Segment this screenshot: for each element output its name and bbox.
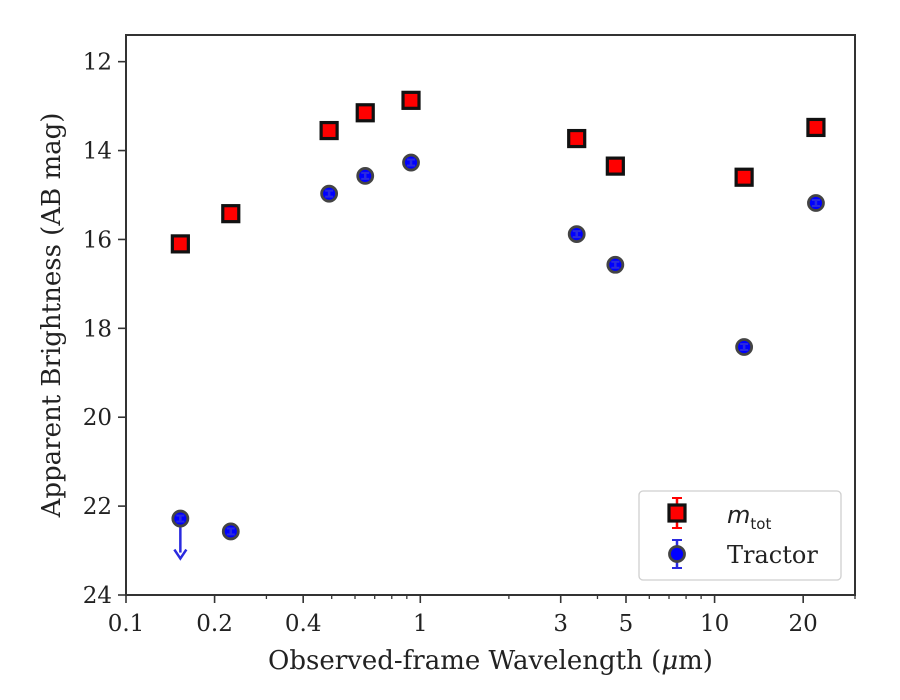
x-tick-label: 0.1 <box>108 611 145 637</box>
legend-box <box>638 490 842 581</box>
major-ticks <box>118 60 804 603</box>
upper-limit-arrow-head <box>173 548 188 561</box>
y-tick-label: 18 <box>83 316 112 342</box>
mtot-point <box>170 234 190 254</box>
x-tick-label: 1 <box>413 611 428 637</box>
mtot-point <box>319 120 339 141</box>
mtot-point <box>806 117 826 138</box>
mtot-point <box>355 103 375 123</box>
y-tick-label: 22 <box>83 494 112 520</box>
tractor-point <box>606 255 625 274</box>
legend-tractor-marker <box>668 539 686 569</box>
legend-mtot-marker <box>667 497 687 529</box>
mtot-point <box>605 156 625 176</box>
mtot-point <box>221 204 241 224</box>
mtot-point <box>734 167 754 187</box>
tractor-point <box>171 509 190 561</box>
x-tick-label: 20 <box>789 611 818 637</box>
tractor-point <box>356 166 375 185</box>
legend-tractor-label: Tractor <box>727 541 818 569</box>
plot-frame <box>125 34 856 596</box>
y-tick-label: 12 <box>83 50 112 76</box>
legend-mtot-label: mtot <box>727 501 771 533</box>
x-tick-label: 0.2 <box>196 611 233 637</box>
tractor-point <box>402 153 420 172</box>
y-tick-label: 16 <box>83 227 112 253</box>
tractor-point <box>735 338 754 356</box>
tractor-point <box>221 522 240 541</box>
x-tick-label: 10 <box>700 611 729 637</box>
data-marks <box>170 90 826 561</box>
y-axis-label: Apparent Brightness (AB mag) <box>37 113 67 519</box>
y-tick-label: 24 <box>83 583 112 609</box>
legend-mtot-square <box>667 503 687 523</box>
x-tick-label: 5 <box>619 611 634 637</box>
x-tick-label: 3 <box>553 611 568 637</box>
tractor-point <box>807 194 825 212</box>
y-tick-label: 14 <box>83 139 112 165</box>
tick-labels: 0.1 0.2 0.4 1 3 5 10 20 12 14 16 18 20 22 24 <box>83 50 818 637</box>
y-tick-label: 20 <box>83 405 112 431</box>
x-tick-label: 0.4 <box>285 611 322 637</box>
x-axis-label: Observed-frame Wavelength (μm) <box>268 646 713 676</box>
tractor-point <box>567 225 586 244</box>
mtot-point <box>401 90 421 110</box>
tractor-point <box>320 184 339 203</box>
mtot-point <box>567 128 587 149</box>
legend-tractor-circle <box>668 545 686 563</box>
legend: mtot Tractor <box>638 490 842 581</box>
